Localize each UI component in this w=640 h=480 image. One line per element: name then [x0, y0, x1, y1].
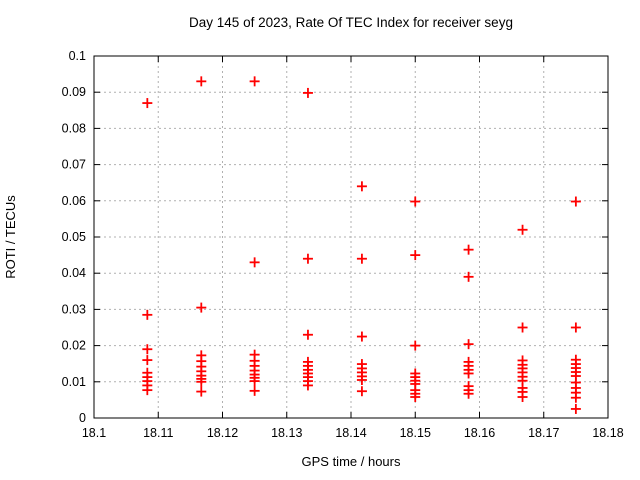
y-tick-label: 0.01	[62, 375, 86, 389]
data-point-marker	[570, 403, 581, 414]
data-point-marker	[356, 253, 367, 264]
data-point-marker	[142, 385, 153, 396]
x-tick-label: 18.16	[464, 426, 495, 440]
x-tick-label: 18.13	[271, 426, 302, 440]
data-point-marker	[463, 244, 474, 255]
plot-border	[93, 55, 609, 419]
data-point-marker	[463, 368, 474, 379]
x-tick-labels: 18.1 18.11 18.12 18.13 18.14 18.15 18.16 18.17 1…	[82, 426, 624, 440]
data-point-marker	[249, 385, 260, 396]
data-point-marker	[249, 257, 260, 268]
x-axis-label: GPS time / hours	[302, 454, 401, 469]
data-point-marker	[356, 374, 367, 385]
data-point-marker	[302, 329, 313, 340]
x-tick-label: 18.12	[207, 426, 238, 440]
data-point-marker	[356, 386, 367, 397]
data-point-marker	[356, 331, 367, 342]
data-point-marker	[570, 322, 581, 333]
data-point-marker	[142, 309, 153, 320]
x-tick-label: 18.18	[592, 426, 623, 440]
y-tick-label: 0	[79, 411, 86, 425]
data-point-marker	[249, 76, 260, 87]
x-tick-label: 18.11	[143, 426, 173, 440]
grid-lines	[94, 56, 608, 418]
data-point-marker	[410, 250, 421, 261]
y-tick-label: 0.09	[62, 85, 86, 99]
y-tick-label: 0.02	[62, 339, 86, 353]
data-point-marker	[249, 376, 260, 387]
data-point-marker	[302, 253, 313, 264]
x-tick-label: 18.15	[400, 426, 431, 440]
data-point-marker	[142, 355, 153, 366]
data-point-marker	[463, 271, 474, 282]
data-points	[142, 76, 581, 414]
y-tick-labels: 0 0.01 0.02 0.03 0.04 0.05 0.06 0.07 0.08 0.09 0.1	[62, 49, 86, 425]
data-point-marker	[410, 340, 421, 351]
data-point-marker	[196, 376, 207, 387]
y-axis-label: ROTI / TECUs	[3, 195, 18, 279]
data-point-marker	[302, 380, 313, 391]
y-tick-label: 0.1	[69, 49, 86, 63]
data-point-marker	[196, 386, 207, 397]
y-tick-label: 0.08	[62, 121, 86, 135]
data-point-marker	[356, 181, 367, 192]
data-point-marker	[463, 339, 474, 350]
y-tick-label: 0.03	[62, 302, 86, 316]
data-point-marker	[410, 392, 421, 403]
data-point-marker	[196, 76, 207, 87]
y-tick-label: 0.06	[62, 194, 86, 208]
data-point-marker	[517, 224, 528, 235]
y-tick-label: 0.04	[62, 266, 86, 280]
x-tick-label: 18.14	[335, 426, 366, 440]
data-point-marker	[302, 87, 313, 98]
data-point-marker	[463, 388, 474, 399]
data-point-marker	[410, 196, 421, 207]
data-point-marker	[517, 322, 528, 333]
x-tick-label: 18.1	[82, 426, 106, 440]
y-tick-label: 0.05	[62, 230, 86, 244]
y-tick-label: 0.07	[62, 158, 86, 172]
data-point-marker	[196, 302, 207, 313]
data-point-marker	[570, 392, 581, 403]
x-tick-label: 18.17	[528, 426, 559, 440]
data-point-marker	[570, 196, 581, 207]
data-point-marker	[142, 344, 153, 355]
chart-title: Day 145 of 2023, Rate Of TEC Index for r…	[189, 15, 513, 30]
data-point-marker	[142, 98, 153, 109]
data-point-marker	[517, 392, 528, 403]
